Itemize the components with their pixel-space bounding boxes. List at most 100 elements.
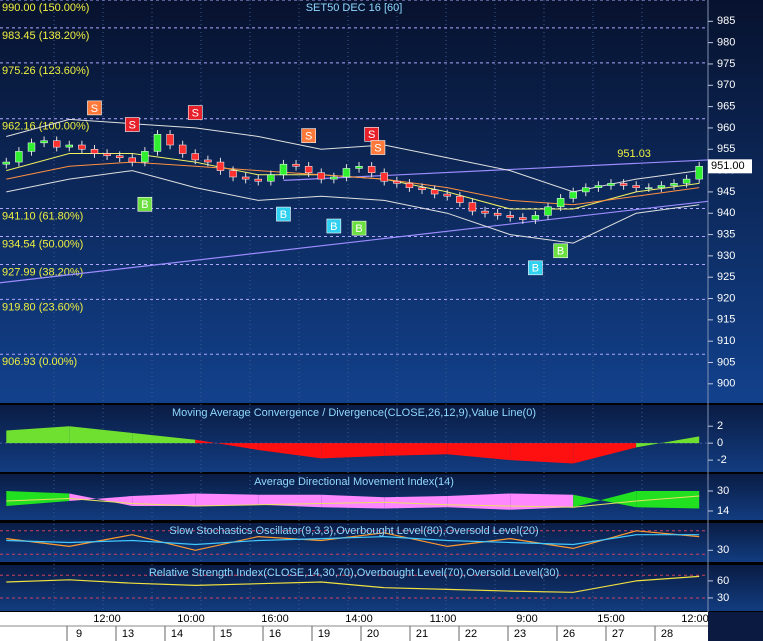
fib-label: 906.93 (0.00%) <box>2 356 77 368</box>
y-tick-label: 900 <box>717 378 735 390</box>
signal-box <box>370 140 386 155</box>
candle-body <box>2 161 11 165</box>
signal-box <box>553 243 568 259</box>
trendline <box>0 200 709 284</box>
date-label: 13 <box>122 628 134 640</box>
panel-title: Relative Strength Index(CLOSE,14,30,70),… <box>149 567 559 579</box>
candle-body <box>569 191 577 199</box>
di-band <box>447 493 511 510</box>
y-tick-label: 30 <box>717 592 729 604</box>
signal-box <box>187 105 203 120</box>
y-tick-label: 935 <box>717 228 735 240</box>
candle-body <box>254 178 262 182</box>
macd-area <box>510 443 574 464</box>
di-band <box>573 491 637 508</box>
y-tick-label: 930 <box>717 250 735 262</box>
candle-body <box>27 142 36 152</box>
indicator-line <box>6 575 700 593</box>
candle-body <box>695 166 703 180</box>
signal-box <box>326 218 342 234</box>
y-tick-label: 915 <box>717 314 735 326</box>
date-label: 15 <box>220 628 232 640</box>
candle-body <box>241 176 250 180</box>
candle-body <box>645 187 653 189</box>
date-label: 27 <box>612 628 624 640</box>
indicator-line <box>6 530 700 551</box>
candle-body <box>506 215 514 218</box>
candle-body <box>40 140 48 144</box>
candle-body <box>619 183 628 186</box>
di-band <box>321 494 385 509</box>
y-tick-label: 985 <box>717 15 735 27</box>
candle-body <box>342 168 351 178</box>
candle-body <box>204 159 212 163</box>
y-tick-label: 960 <box>717 122 735 134</box>
time-label: 10:00 <box>177 613 205 625</box>
fib-label: 983.45 (138.20%) <box>2 30 89 42</box>
candle-body <box>493 212 502 216</box>
fib-label: 934.54 (50.00%) <box>2 238 83 250</box>
macd-area <box>195 439 259 450</box>
candle-body <box>65 144 74 148</box>
candle-body <box>141 151 149 163</box>
candle-body <box>556 198 565 208</box>
candle-body <box>191 153 199 161</box>
candle-body <box>103 153 111 156</box>
y-tick-label: 925 <box>717 271 735 283</box>
candle-body <box>330 176 338 180</box>
candle-body <box>279 163 288 176</box>
y-tick-label: 965 <box>717 101 735 113</box>
di-band <box>510 493 574 510</box>
candle-body <box>519 217 527 220</box>
candle-body <box>367 166 376 173</box>
fib-label: 941.10 (61.80%) <box>2 210 83 222</box>
signal-label: S <box>368 129 375 141</box>
candle-body <box>229 170 237 178</box>
y-tick-label: 980 <box>717 37 735 49</box>
candle-body <box>304 166 313 173</box>
overlay-line <box>6 161 700 206</box>
signal-box <box>301 128 316 143</box>
adx-line <box>6 495 700 508</box>
di-band <box>636 491 700 509</box>
fib-label: 975.26 (123.60%) <box>2 65 89 77</box>
last-price-label: 951.00 <box>711 160 745 172</box>
y-tick-label: 975 <box>717 58 735 70</box>
macd-area <box>6 426 70 444</box>
signal-label: B <box>280 209 287 221</box>
candle-body <box>531 215 540 220</box>
candle-body <box>456 195 464 203</box>
candle-body <box>78 144 86 150</box>
candle-body <box>178 144 187 154</box>
di-band <box>132 493 196 506</box>
fib-label: 990.00 (150.00%) <box>2 2 89 14</box>
candle-body <box>128 157 136 163</box>
macd-area <box>384 443 448 456</box>
signal-label: S <box>91 103 98 115</box>
signal-box <box>351 220 367 236</box>
main-panel-bg <box>0 0 763 403</box>
candle-body <box>267 174 275 182</box>
candle-body <box>468 202 477 212</box>
fib-label: 919.80 (23.60%) <box>2 301 83 313</box>
candle-body <box>430 189 439 195</box>
signal-label: B <box>355 223 362 235</box>
date-label: 9 <box>76 628 82 640</box>
candle-body <box>355 166 363 169</box>
indicator-line <box>6 534 700 546</box>
fib-label: 962.16 (100.00%) <box>2 121 89 133</box>
signal-label: S <box>374 142 381 154</box>
y-tick-label: 920 <box>717 292 735 304</box>
candle-body <box>670 183 678 186</box>
stoch-panel-bg <box>0 523 763 562</box>
y-tick-label: 910 <box>717 335 735 347</box>
y-tick-label: 0 <box>717 437 723 449</box>
candle-body <box>481 210 489 214</box>
y-tick-label: 940 <box>717 207 735 219</box>
signal-box <box>87 100 102 116</box>
signal-box <box>137 196 153 212</box>
date-label: 20 <box>367 628 379 640</box>
macd-area <box>573 443 637 464</box>
signal-label: S <box>129 119 136 131</box>
